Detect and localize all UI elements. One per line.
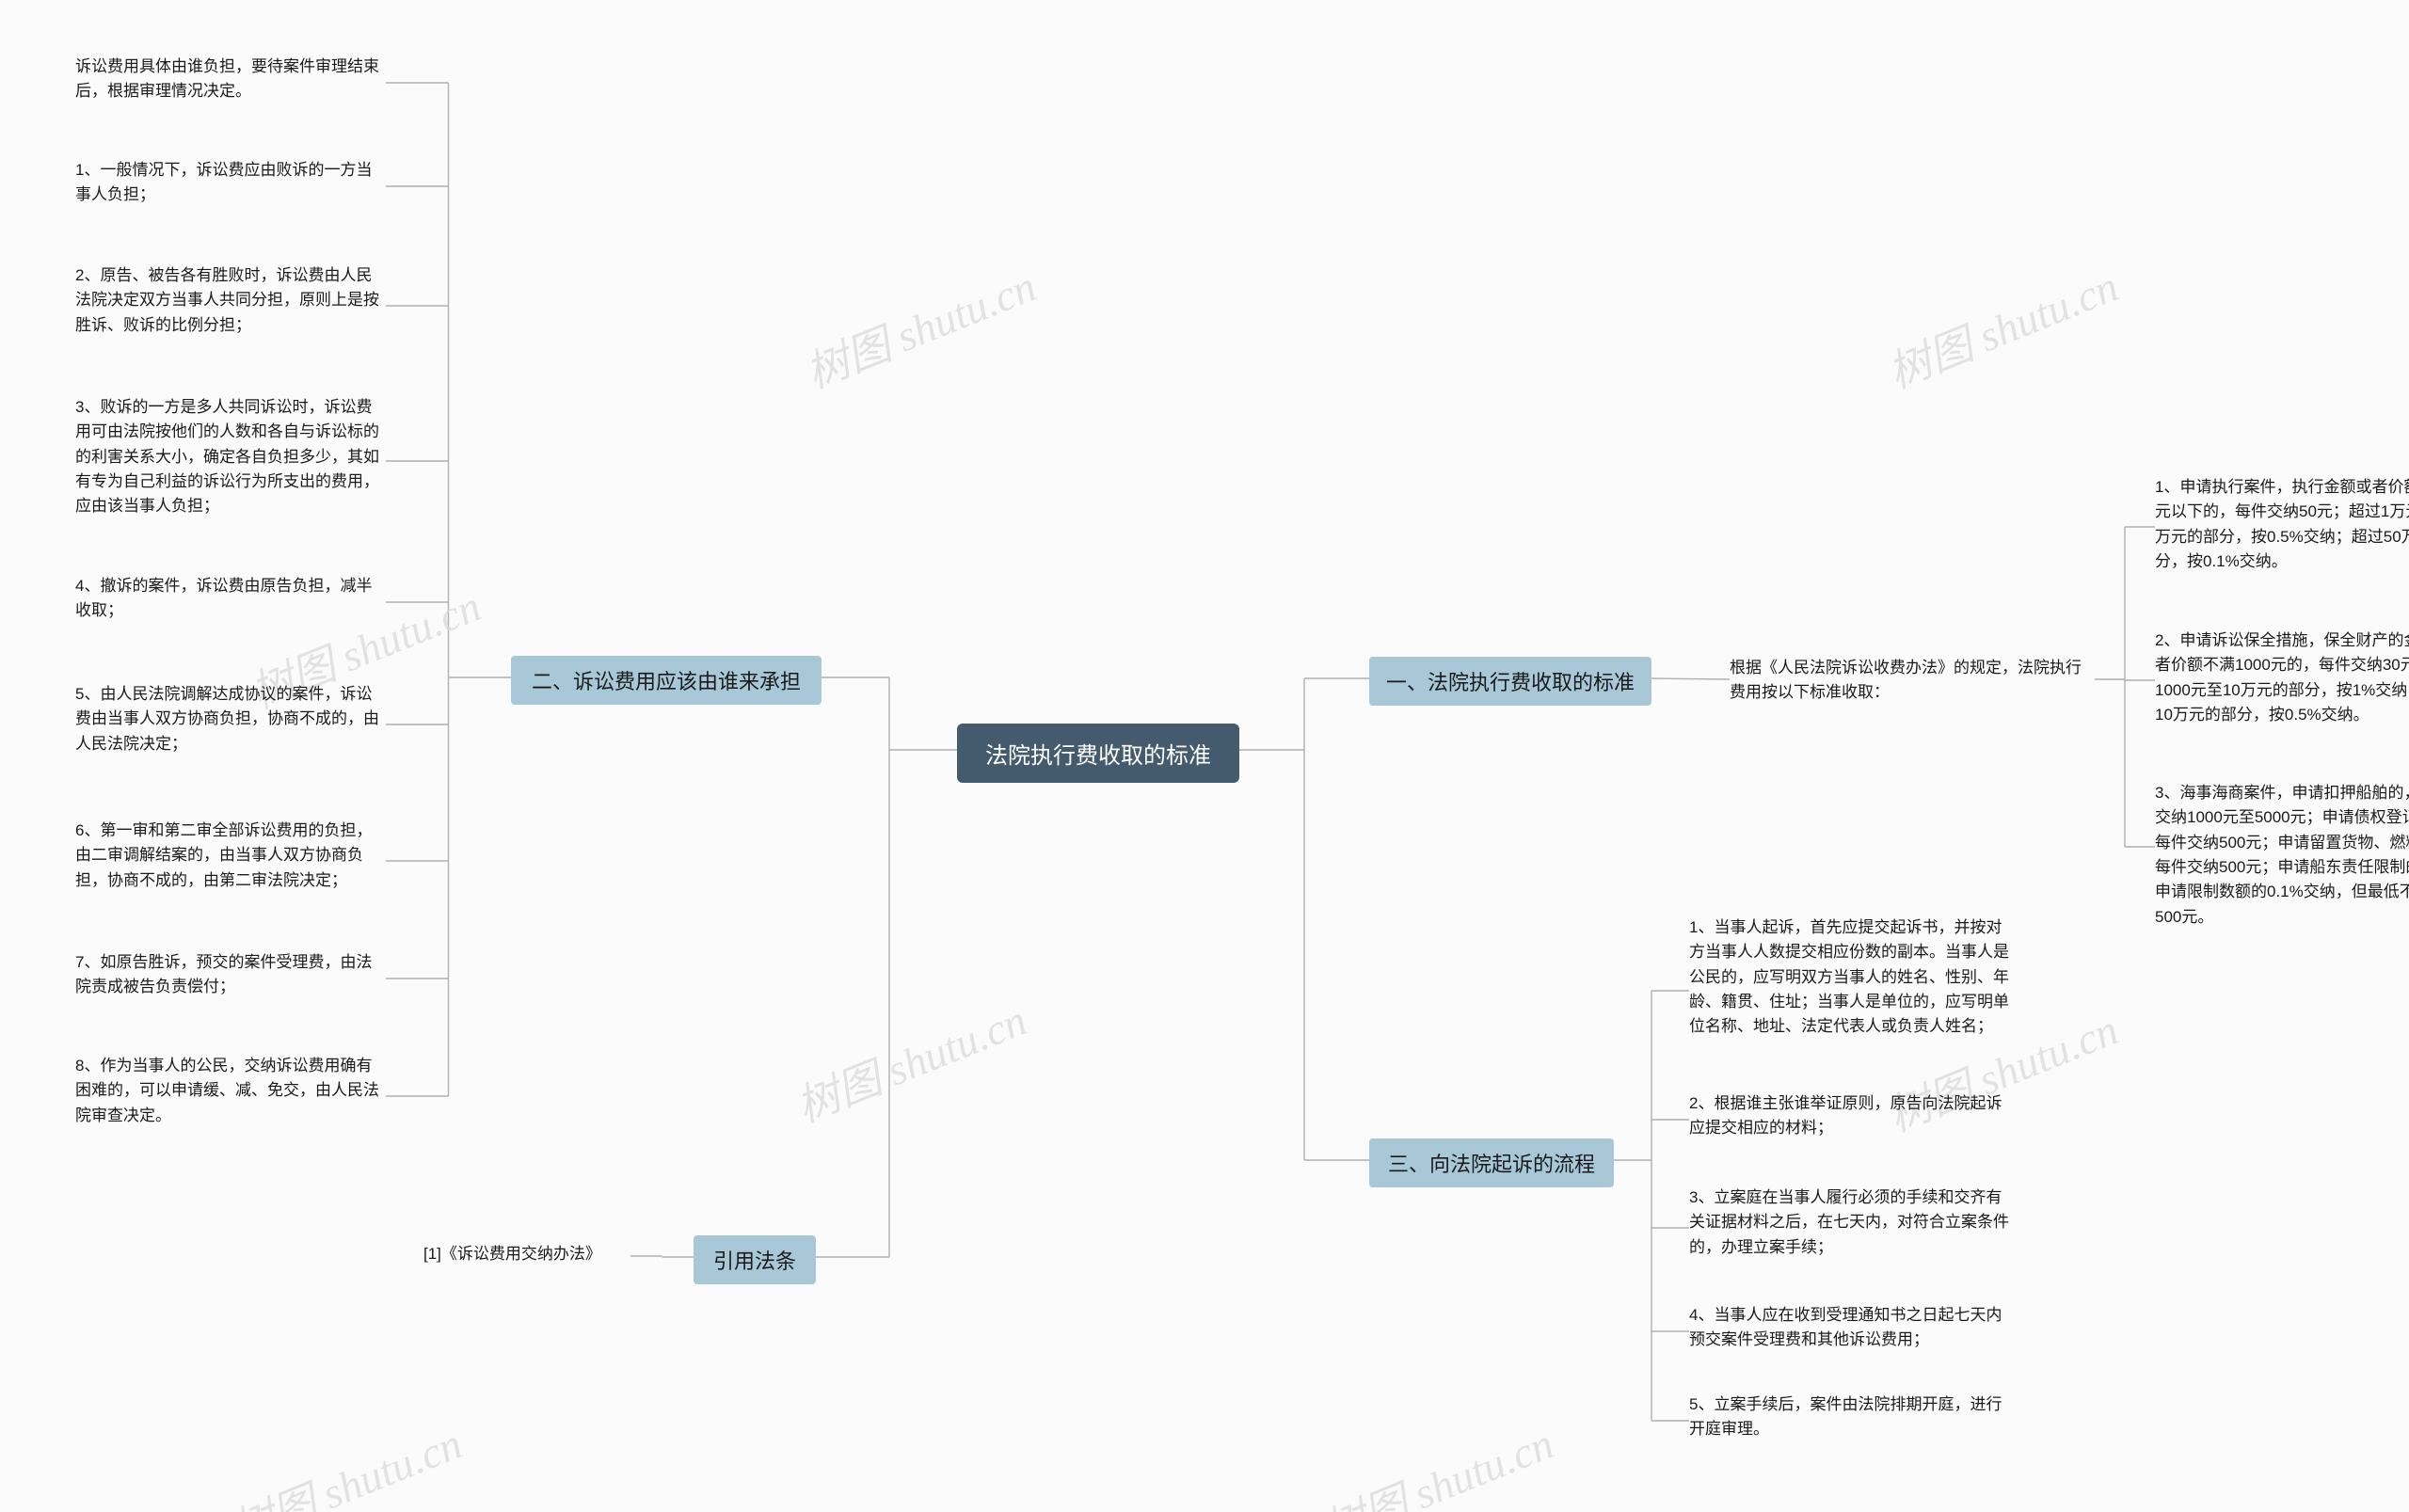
leaf: 8、作为当事人的公民，交纳诉讼费用确有困难的，可以申请缓、减、免交，由人民法院审… [75, 1054, 386, 1138]
leaf: 2、根据谁主张谁举证原则，原告向法院起诉应提交相应的材料； [1689, 1091, 2009, 1148]
branch-b1: 一、法院执行费收取的标准 [1369, 657, 1651, 706]
watermark: 树图 shutu.cn [221, 1409, 470, 1512]
leaf: 诉讼费用具体由谁负担，要待案件审理结束后，根据审理情况决定。 [75, 55, 386, 111]
watermark: 树图 shutu.cn [1313, 1409, 1561, 1512]
branch-b2: 二、诉讼费用应该由谁来承担 [511, 656, 822, 705]
branch-b3: 三、向法院起诉的流程 [1369, 1138, 1614, 1187]
branch-b4: 引用法条 [694, 1235, 816, 1284]
leaf: 2、申请诉讼保全措施，保全财产的金额或者价额不满1000元的，每件交纳30元；超… [2155, 629, 2409, 732]
leaf: 3、海事海商案件，申请扣押船舶的，每件交纳1000元至5000元；申请债权登记的… [2155, 781, 2409, 930]
leaf: 4、撤诉的案件，诉讼费由原告负担，减半收取； [75, 574, 386, 630]
leaf: 3、立案庭在当事人履行必须的手续和交齐有关证据材料之后，在七天内，对符合立案条件… [1689, 1186, 2009, 1270]
leaf: 7、如原告胜诉，预交的案件受理费，由法院责成被告负责偿付； [75, 950, 386, 1007]
leaf: 3、败诉的一方是多人共同诉讼时，诉讼费用可由法院按他们的人数和各自与诉讼标的的利… [75, 395, 386, 527]
watermark: 树图 shutu.cn [1877, 252, 2126, 401]
leaf: 1、当事人起诉，首先应提交起诉书，并按对方当事人人数提交相应份数的副本。当事人是… [1689, 915, 2009, 1066]
leaf: 5、由人民法院调解达成协议的案件，诉讼费由当事人双方协商负担，协商不成的，由人民… [75, 682, 386, 767]
leaf: 1、一般情况下，诉讼费应由败诉的一方当事人负担； [75, 158, 386, 215]
watermark: 树图 shutu.cn [786, 986, 1034, 1135]
watermark: 树图 shutu.cn [795, 252, 1044, 401]
intermediate-b1: 根据《人民法院诉讼收费办法》的规定，法院执行费用按以下标准收取： [1730, 656, 2095, 706]
leaf: 5、立案手续后，案件由法院排期开庭，进行开庭审理。 [1689, 1393, 2009, 1449]
leaf: 4、当事人应在收到受理通知书之日起七天内预交案件受理费和其他诉讼费用； [1689, 1303, 2009, 1360]
leaf: 6、第一审和第二审全部诉讼费用的负担，由二审调解结案的，由当事人双方协商负担，协… [75, 819, 386, 903]
leaf: 1、申请执行案件，执行金额或者价额在1万元以下的，每件交纳50元；超过1万元至5… [2155, 475, 2409, 579]
root-node: 法院执行费收取的标准 [957, 724, 1239, 783]
leaf: [1]《诉讼费用交纳办法》 [423, 1242, 630, 1270]
leaf: 2、原告、被告各有胜败时，诉讼费由人民法院决定双方当事人共同分担，原则上是按胜诉… [75, 263, 386, 348]
